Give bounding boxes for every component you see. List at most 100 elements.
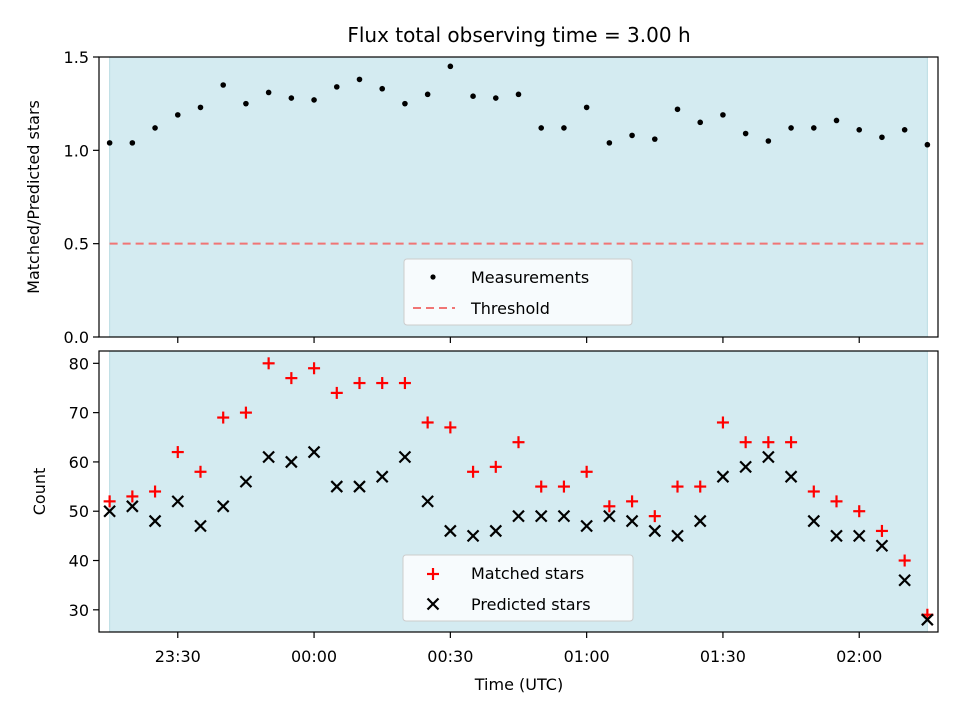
x-axis-label: Time (UTC) <box>474 675 563 694</box>
predicted-star-point <box>466 529 480 543</box>
predicted-star-point <box>307 445 321 459</box>
top-axes-frame <box>98 56 939 338</box>
matched-star-point <box>353 377 366 390</box>
bottom-panel: 30 40 50 60 70 80 23:30 00:00 00:30 01:00 01:30 02… <box>30 350 939 694</box>
matched-star-point <box>807 485 820 498</box>
matched-star-point <box>648 510 661 523</box>
predicted-star-point <box>625 514 639 528</box>
top-y-tick-label: 0.0 <box>64 328 89 347</box>
measurement-point <box>265 89 272 96</box>
matched-star-point <box>853 505 866 518</box>
measurement-point <box>583 104 590 111</box>
measurement-point <box>515 91 522 98</box>
bottom-y-axis-label: Count <box>30 468 49 516</box>
x-tick-label: 02:00 <box>836 647 882 666</box>
predicted-star-point <box>194 519 207 533</box>
bottom-y-tick-label: 60 <box>69 453 89 472</box>
measurement-point <box>106 140 113 146</box>
measurement-point <box>879 134 885 141</box>
top-y-tick-label: 0.5 <box>64 235 89 254</box>
top-y-axis-label: Matched/Predicted stars <box>24 100 43 294</box>
measurement-point <box>402 100 408 107</box>
measurement-point <box>333 84 340 90</box>
bottom-y-ticks: 30 40 50 60 70 80 <box>69 354 99 620</box>
predicted-star-point <box>671 529 684 543</box>
predicted-star-point <box>489 524 503 538</box>
measurement-point <box>197 104 204 111</box>
matched-star-point <box>103 495 116 508</box>
top-y-ticks: 0.0 0.5 1.0 1.5 <box>64 48 99 347</box>
predicted-star-point <box>898 573 911 587</box>
matched-star-point <box>898 554 911 567</box>
matched-star-point <box>716 416 729 429</box>
top-panel: 0.0 0.5 1.0 1.5 Matched/Predicted stars Mea… <box>24 48 939 347</box>
measurement-point <box>720 112 726 118</box>
legend-matched-label: Matched stars <box>471 564 584 583</box>
legend-predicted-marker <box>426 597 440 611</box>
matched-star-point <box>239 406 252 419</box>
predicted-star-point <box>126 500 139 513</box>
measurement-point <box>492 95 499 101</box>
matched-stars-series <box>103 357 934 621</box>
matched-star-point <box>308 362 321 375</box>
matched-star-point <box>262 357 275 370</box>
x-tick-label: 01:30 <box>700 647 746 666</box>
bottom-legend-box <box>402 554 634 622</box>
matched-star-point <box>444 421 457 434</box>
matched-star-point <box>330 386 343 399</box>
predicted-star-point <box>285 455 298 469</box>
bottom-y-tick-label: 40 <box>69 552 89 571</box>
predicted-star-point <box>239 475 253 488</box>
measurement-point <box>470 93 476 99</box>
x-tick-label: 00:30 <box>427 647 473 666</box>
measurement-point <box>174 112 181 118</box>
predicted-star-point <box>875 539 889 553</box>
predicted-star-point <box>103 504 116 518</box>
predicted-star-point <box>534 509 548 523</box>
measurement-point <box>379 85 386 92</box>
predicted-star-point <box>216 500 230 513</box>
bottom-y-tick-label: 30 <box>69 601 89 620</box>
predicted-star-point <box>262 450 275 464</box>
predicted-star-point <box>353 480 366 493</box>
measurement-point <box>243 100 249 107</box>
matched-star-point <box>762 436 775 449</box>
legend-predicted-label: Predicted stars <box>471 595 591 614</box>
measurement-point <box>742 130 749 137</box>
measurements-series <box>106 63 931 148</box>
predicted-star-point <box>421 495 434 508</box>
predicted-star-point <box>398 450 412 464</box>
measurement-point <box>447 63 454 70</box>
top-legend-box <box>403 258 633 326</box>
x-tick-label: 01:00 <box>564 647 610 666</box>
predicted-star-point <box>603 509 616 523</box>
legend-measurements-label: Measurements <box>471 268 589 287</box>
predicted-star-point <box>148 514 162 528</box>
matched-star-point <box>875 524 888 537</box>
x-tick-label: 23:30 <box>155 647 201 666</box>
measurement-point <box>424 91 431 98</box>
legend-plus-glyph <box>427 568 439 580</box>
measurement-point <box>810 125 817 131</box>
matched-star-point <box>376 377 389 390</box>
predicted-star-point <box>921 613 934 626</box>
matched-star-point <box>126 490 139 503</box>
matched-star-point <box>421 416 434 429</box>
legend-measurements-marker <box>430 274 436 280</box>
bottom-y-tick-label: 80 <box>69 354 89 373</box>
predicted-star-point <box>580 519 593 533</box>
bottom-axes-frame <box>98 350 939 633</box>
x-tick-label: 00:00 <box>291 647 337 666</box>
measurement-point <box>765 138 772 144</box>
predicted-star-point <box>648 524 662 538</box>
measurement-point <box>788 125 794 131</box>
legend-x-glyph <box>426 597 440 611</box>
bottom-x-ticks: 23:30 00:00 00:30 01:00 01:30 02:00 <box>155 632 882 666</box>
predicted-star-point <box>171 495 185 508</box>
top-y-tick-label: 1.0 <box>64 141 89 160</box>
predicted-star-point <box>716 470 730 483</box>
matched-star-point <box>671 480 684 493</box>
predicted-star-point <box>693 514 707 528</box>
matched-star-point <box>171 446 184 459</box>
